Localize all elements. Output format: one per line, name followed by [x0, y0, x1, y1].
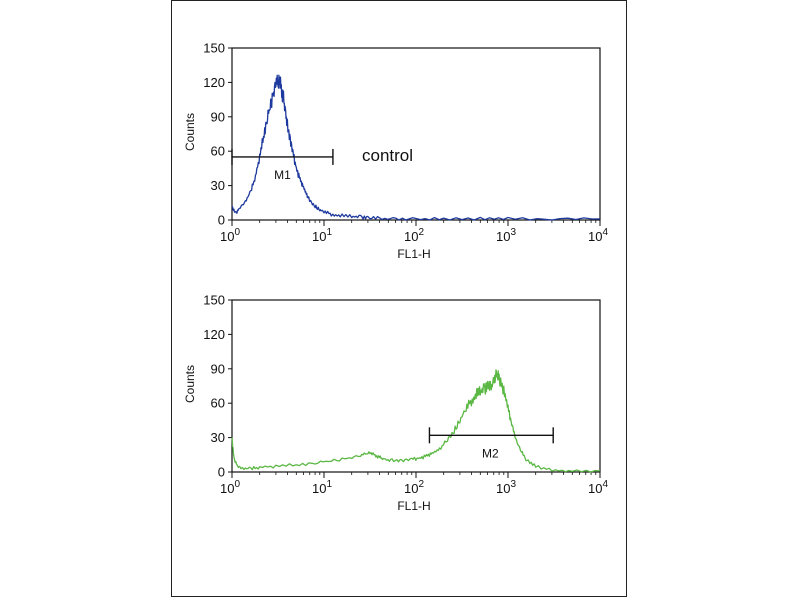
x-tick-label: 101	[312, 227, 332, 244]
y-tick-label: 150	[203, 41, 225, 56]
y-tick-label: 30	[211, 430, 225, 445]
plot-frame	[231, 299, 601, 473]
x-tick-label: 104	[588, 227, 608, 244]
x-tick-label: 103	[496, 227, 516, 244]
y-axis-label: Counts	[183, 113, 197, 151]
y-tick-label: 90	[211, 109, 225, 124]
y-tick-label: 150	[203, 293, 225, 308]
annotation-label: control	[362, 146, 413, 165]
histogram-panel-control: 0 30 60 90 120 150 100 101 102 103 104 FL1-H Counts M…	[183, 41, 608, 262]
y-tick-label: 60	[211, 144, 225, 159]
x-tick-label: 100	[220, 479, 240, 496]
y-tick-label: 120	[203, 327, 225, 342]
y-tick-label: 0	[218, 465, 225, 480]
plot-frame	[231, 47, 601, 221]
x-tick-label: 100	[220, 227, 240, 244]
y-tick-label: 120	[203, 75, 225, 90]
y-tick-label: 90	[211, 361, 225, 376]
y-tick-label: 60	[211, 396, 225, 411]
histogram-panel-sample: 0 30 60 90 120 150 100 101 102 103 104 FL1-H Counts M…	[183, 293, 608, 514]
y-tick-label: 30	[211, 178, 225, 193]
x-tick-label: 102	[404, 479, 424, 496]
histogram-series-line	[231, 369, 601, 473]
x-tick-label: 101	[312, 479, 332, 496]
figure-frame	[171, 0, 627, 597]
y-tick-label: 0	[218, 213, 225, 228]
x-axis-label: FL1-H	[397, 247, 430, 261]
x-tick-label: 102	[404, 227, 424, 244]
gate-label: M1	[274, 168, 291, 182]
x-tick-label: 103	[496, 479, 516, 496]
y-axis-label: Counts	[183, 365, 197, 403]
x-axis-label: FL1-H	[397, 499, 430, 513]
histogram-series-line	[231, 74, 601, 221]
gate-label: M2	[482, 446, 499, 460]
x-tick-label: 104	[588, 479, 608, 496]
